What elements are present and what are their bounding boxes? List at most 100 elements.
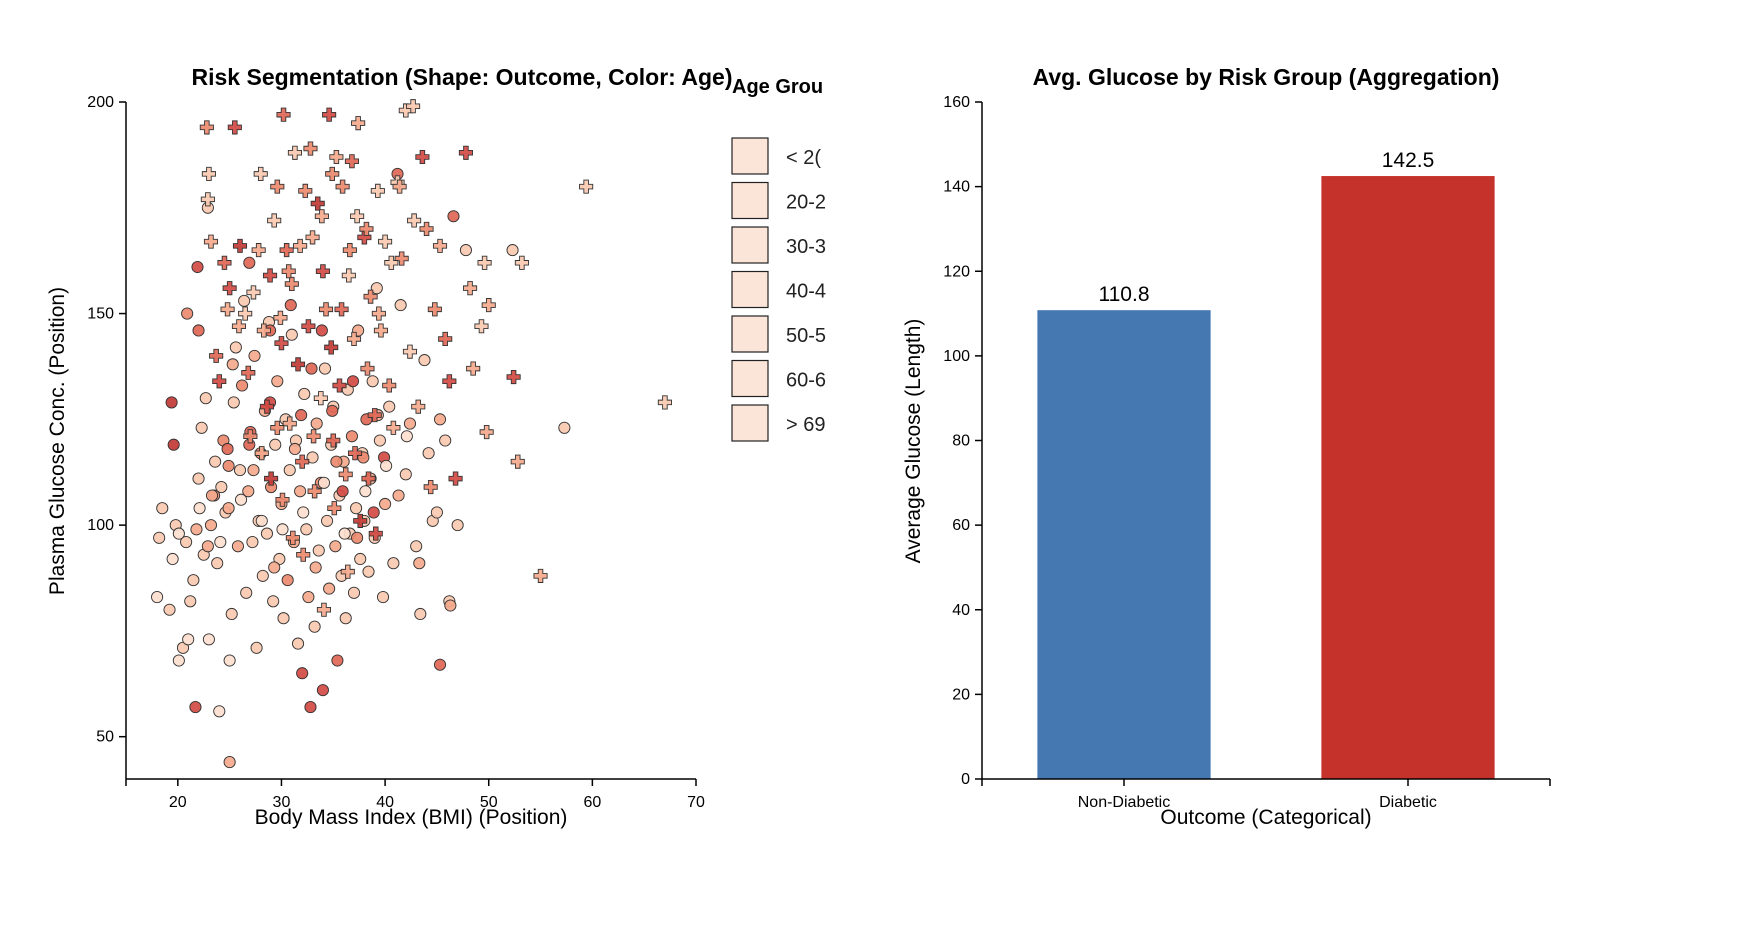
scatter-point-diabetic	[368, 526, 383, 541]
y-tick-label: 150	[87, 306, 114, 323]
scatter-point-diabetic	[347, 446, 363, 461]
legend-swatch	[731, 404, 769, 442]
scatter-point-diabetic	[279, 243, 294, 258]
scatter-point-non-diabetic	[310, 417, 323, 430]
scatter-point-non-diabetic	[304, 701, 317, 714]
scatter-point-non-diabetic	[199, 392, 212, 405]
y-tick-label: 0	[961, 771, 970, 788]
scatter-point-non-diabetic	[317, 476, 330, 489]
scatter-point-diabetic	[243, 429, 258, 444]
x-tick-label: 50	[480, 794, 498, 811]
scatter-point-diabetic	[419, 221, 434, 236]
scatter-point-non-diabetic	[338, 527, 351, 540]
legend-label: < 2(	[786, 147, 821, 169]
scatter-point-diabetic	[220, 302, 235, 317]
bar-value-label: 110.8	[1099, 283, 1150, 306]
scatter-point-non-diabetic	[269, 438, 282, 451]
scatter-point-non-diabetic	[296, 667, 309, 680]
bar-non-diabetic	[1037, 310, 1211, 779]
scatter-point-diabetic	[514, 255, 529, 270]
scatter-point-non-diabetic	[204, 519, 218, 532]
scatter-point-non-diabetic	[306, 451, 319, 464]
scatter-point-non-diabetic	[187, 574, 200, 587]
x-tick-label: 20	[169, 794, 187, 811]
legend-swatch	[731, 359, 769, 398]
x-tick-label: 60	[583, 794, 601, 811]
scatter-point-diabetic	[510, 454, 525, 469]
scatter-point-non-diabetic	[281, 574, 294, 587]
scatter-point-diabetic	[209, 348, 224, 363]
x-tick-label: Non-Diabetic	[1078, 794, 1170, 811]
scatter-points	[151, 99, 672, 769]
scatter-point-non-diabetic	[336, 485, 349, 498]
scatter-point-non-diabetic	[181, 307, 194, 320]
scatter-point-diabetic	[406, 99, 421, 114]
scatter-point-non-diabetic	[366, 375, 379, 388]
scatter-point-diabetic	[298, 183, 313, 198]
scatter-point-non-diabetic	[351, 531, 364, 544]
scatter-point-diabetic	[378, 234, 393, 249]
scatter-point-diabetic	[415, 149, 430, 165]
scatter-point-non-diabetic	[165, 396, 178, 409]
scatter-point-diabetic	[384, 255, 399, 270]
scatter-point-diabetic	[506, 369, 521, 385]
scatter-point-non-diabetic	[234, 493, 248, 506]
scatter-point-diabetic	[322, 107, 337, 122]
scatter-point-diabetic	[264, 471, 279, 486]
scatter-point-diabetic	[222, 281, 237, 296]
legend-label: 30-3	[786, 236, 826, 258]
scatter-point-non-diabetic	[294, 485, 307, 498]
bar-diabetic	[1321, 176, 1495, 779]
scatter-point-diabetic	[341, 268, 356, 283]
scatter-point-diabetic	[270, 420, 285, 435]
scatter-point-non-diabetic	[459, 244, 472, 257]
scatter-point-non-diabetic	[167, 438, 180, 451]
scatter-point-diabetic	[316, 602, 331, 617]
y-tick-label: 50	[96, 729, 114, 746]
scatter-point-diabetic	[432, 238, 448, 253]
scatter-point-non-diabetic	[209, 455, 222, 468]
scatter-point-non-diabetic	[205, 489, 219, 502]
scatter-point-non-diabetic	[166, 552, 179, 566]
scatter-point-non-diabetic	[291, 637, 305, 650]
bar-x-ticks: Non-Diabetic Diabetic	[981, 779, 1551, 811]
scatter-point-diabetic	[310, 196, 325, 211]
legend-label: > 69	[786, 414, 825, 436]
scatter-point-diabetic	[282, 416, 297, 431]
scatter-point-non-diabetic	[223, 756, 236, 769]
scatter-point-non-diabetic	[191, 260, 204, 274]
scatter-point-non-diabetic	[302, 591, 315, 604]
scatter-point-non-diabetic	[277, 612, 290, 625]
scatter-point-diabetic	[212, 374, 227, 389]
scatter-point-non-diabetic	[192, 324, 205, 337]
scatter-point-non-diabetic	[242, 485, 255, 498]
y-tick-label: 100	[87, 517, 114, 534]
scatter-point-non-diabetic	[248, 349, 261, 362]
bar-x-axis-label: Outcome (Categorical)	[1160, 806, 1371, 829]
scatter-point-diabetic	[442, 374, 457, 389]
scatter-point-diabetic	[411, 399, 426, 414]
scatter-point-non-diabetic	[558, 421, 571, 434]
scatter-point-diabetic	[253, 166, 268, 181]
scatter-point-diabetic	[373, 323, 388, 338]
scatter-point-diabetic	[201, 166, 216, 181]
scatter-point-non-diabetic	[329, 540, 342, 553]
scatter-point-non-diabetic	[246, 536, 259, 549]
scatter-point-non-diabetic	[276, 523, 289, 536]
scatter-point-diabetic	[241, 365, 256, 380]
scatter-point-non-diabetic	[229, 341, 242, 354]
scatter-point-non-diabetic	[231, 540, 244, 553]
scatter-point-non-diabetic	[271, 375, 284, 388]
scatter-point-diabetic	[427, 302, 442, 317]
scatter-point-non-diabetic	[318, 362, 332, 375]
bars: 110.8 142.5	[1037, 149, 1495, 779]
scatter-point-non-diabetic	[250, 641, 263, 654]
legend-swatch	[731, 226, 769, 264]
scatter-point-non-diabetic	[283, 464, 296, 477]
scatter-point-diabetic	[407, 213, 422, 228]
y-tick-label: 160	[943, 94, 970, 111]
scatter-point-non-diabetic	[350, 502, 363, 515]
scatter-point-non-diabetic	[451, 519, 464, 532]
legend-swatch	[731, 270, 769, 309]
scatter-point-non-diabetic	[243, 256, 256, 269]
